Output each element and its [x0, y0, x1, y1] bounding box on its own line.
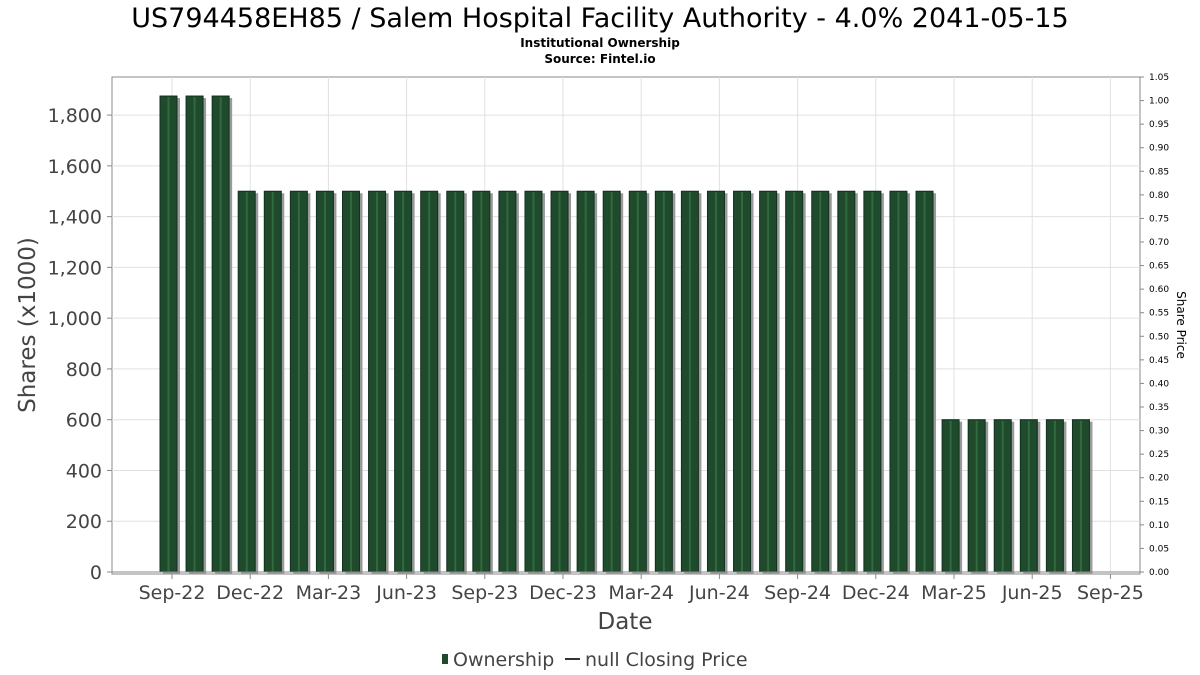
y-right-tick-label: 0.80 [1149, 191, 1169, 201]
y-right-tick-label: 0.65 [1149, 262, 1169, 272]
y-right-tick-label: 0.70 [1149, 238, 1169, 248]
y-right-tick-label: 0.85 [1149, 167, 1169, 177]
y-right-tick-label: 1.05 [1149, 73, 1169, 83]
bars [112, 95, 1140, 575]
x-tick-label: Mar-24 [608, 582, 674, 604]
y-tick-label: 0 [90, 562, 102, 584]
x-tick-label: Sep-25 [1077, 582, 1144, 604]
x-tick-label: Mar-25 [921, 582, 987, 604]
left-axis-ticks: 0 200 400 600 800 1,000 1,200 1,400 1,600 1,800 [48, 105, 112, 584]
legend-price-label: null Closing Price [585, 649, 748, 671]
x-axis-label: Date [598, 609, 653, 635]
x-tick-label: Dec-24 [842, 582, 910, 604]
legend-ownership-swatch [442, 654, 448, 664]
chart-title: US794458EH85 / Salem Hospital Facility A… [131, 3, 1068, 34]
chart-source: Source: Fintel.io [544, 52, 655, 66]
y-right-tick-label: 0.15 [1149, 497, 1169, 507]
x-tick-label: Sep-24 [764, 582, 831, 604]
y-right-tick-label: 0.00 [1149, 568, 1169, 578]
y-right-tick-label: 0.75 [1149, 214, 1169, 224]
y-tick-label: 600 [66, 410, 102, 432]
y-right-tick-label: 0.55 [1149, 309, 1169, 319]
y-tick-label: 1,600 [48, 156, 102, 178]
x-tick-label: Sep-23 [451, 582, 518, 604]
y-right-tick-label: 0.25 [1149, 450, 1169, 460]
y-right-tick-label: 0.90 [1149, 144, 1169, 154]
y-right-tick-label: 0.40 [1149, 379, 1169, 389]
x-tick-label: Dec-23 [529, 582, 597, 604]
x-tick-label: Mar-23 [296, 582, 362, 604]
y-tick-label: 1,200 [48, 257, 102, 279]
y-tick-label: 400 [66, 460, 102, 482]
y-right-tick-label: 0.60 [1149, 285, 1169, 295]
y-right-tick-label: 0.45 [1149, 356, 1169, 366]
right-axis-ticks: 0.00 0.05 0.10 0.15 0.20 0.25 0.30 0.35 0.40 0.45… [1140, 73, 1169, 578]
chart-subtitle: Institutional Ownership [520, 36, 680, 50]
x-tick-label: Jun-24 [688, 582, 750, 604]
y-right-tick-label: 0.30 [1149, 427, 1169, 437]
y-right-tick-label: 0.95 [1149, 120, 1169, 130]
x-tick-label: Jun-23 [375, 582, 437, 604]
y-right-tick-label: 0.50 [1149, 332, 1169, 342]
legend-ownership-label: Ownership [453, 649, 554, 671]
x-tick-label: Dec-22 [216, 582, 284, 604]
y-right-tick-label: 0.10 [1149, 521, 1169, 531]
x-axis-ticks: Sep-22 Dec-22 Mar-23 Jun-23 Sep-23 Dec-23 Mar-… [139, 574, 1144, 604]
y-tick-label: 200 [66, 511, 102, 533]
y-tick-label: 1,000 [48, 308, 102, 330]
y-right-tick-label: 0.05 [1149, 544, 1169, 554]
x-tick-label: Jun-25 [1001, 582, 1063, 604]
y-right-tick-label: 1.00 [1149, 97, 1169, 107]
x-tick-label: Sep-22 [139, 582, 206, 604]
legend: Ownership null Closing Price [442, 649, 748, 671]
y-axis-label: Shares (x1000) [15, 237, 41, 413]
y-tick-label: 800 [66, 359, 102, 381]
y-tick-label: 1,800 [48, 105, 102, 127]
y-tick-label: 1,400 [48, 207, 102, 229]
y-right-tick-label: 0.35 [1149, 403, 1169, 413]
y-right-axis-label: Share Price [1174, 291, 1188, 359]
y-right-tick-label: 0.20 [1149, 474, 1169, 484]
